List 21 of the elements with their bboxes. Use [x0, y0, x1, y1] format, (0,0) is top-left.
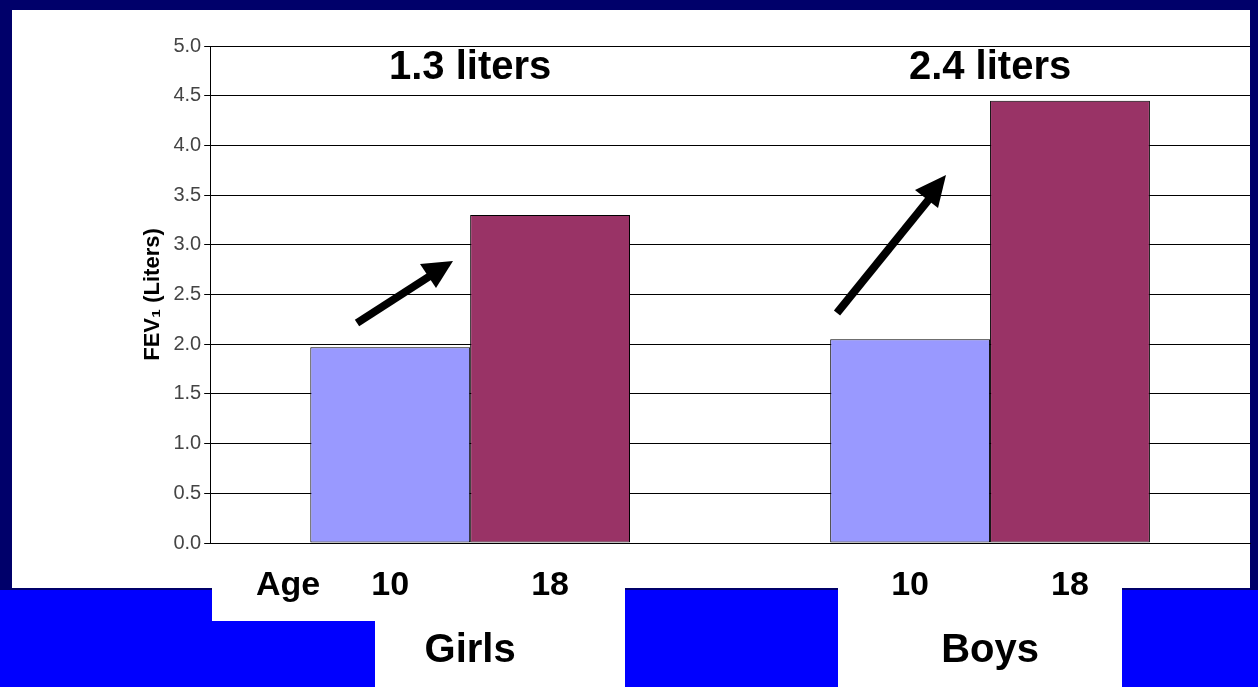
- text: 18: [1051, 564, 1089, 603]
- legend-title: Age: [255, 564, 321, 603]
- y-tick-label: 0.5: [173, 480, 202, 503]
- y-tick-label: 1.0: [173, 431, 202, 454]
- y-tick-label: 2.0: [173, 331, 202, 354]
- y-tick-label: 3.0: [173, 232, 202, 255]
- y-axis-title: FEV₁ (Liters): [139, 228, 165, 361]
- series-label: 10: [371, 564, 410, 603]
- x-tick-label: Girls: [424, 626, 516, 671]
- y-tick-label: 0.0: [173, 530, 202, 553]
- y-tick-label: 5.0: [173, 33, 202, 56]
- y-tick-label: 3.5: [173, 182, 202, 205]
- text: 10: [891, 564, 930, 603]
- y-tick-label: 2.5: [173, 282, 202, 305]
- annotation: 2.4 liters: [908, 43, 1072, 88]
- y-tick-label: 4.0: [173, 132, 202, 155]
- annotation: 1.3 liters: [388, 43, 552, 88]
- y-tick-label: 1.5: [173, 381, 202, 404]
- y-tick-label: 4.5: [173, 83, 202, 106]
- x-tick-label: Boys: [941, 626, 1039, 671]
- series-label: 18: [531, 564, 569, 603]
